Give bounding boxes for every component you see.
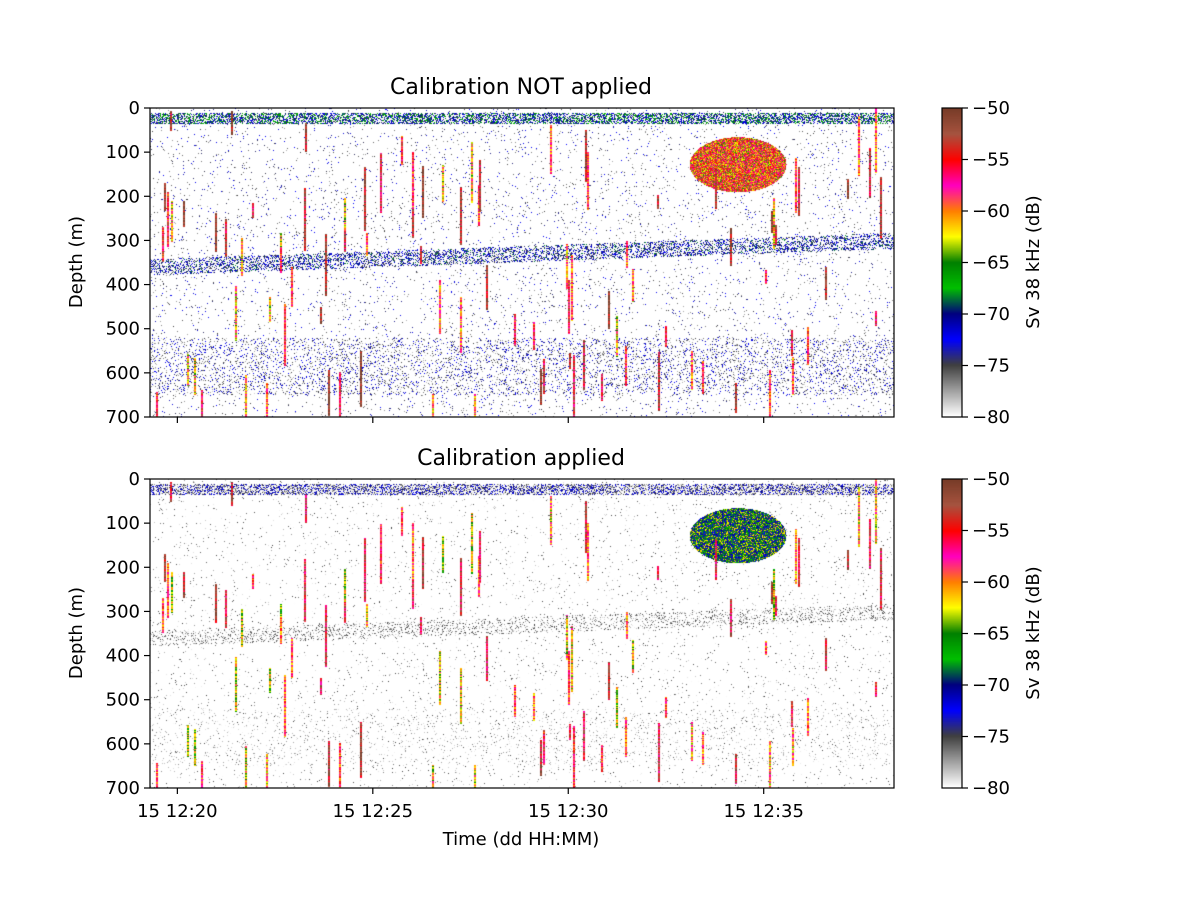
colorbar-tick-label: −80 <box>972 778 1010 799</box>
colorbar-tick-label: −65 <box>972 624 1010 645</box>
y-tick-label: 400 <box>106 275 140 296</box>
y-tick-label: 600 <box>106 363 140 384</box>
x-tick-label: 15 12:35 <box>723 801 804 822</box>
colorbar-top <box>942 108 962 417</box>
y-tick-label: 100 <box>106 142 140 163</box>
y-tick-label: 200 <box>106 186 140 207</box>
colorbar-tick-label: −60 <box>972 201 1010 222</box>
x-tick-label: 15 12:20 <box>137 801 218 822</box>
colorbar-ticks-top: −50 −55 −60 −65 −70 −75 −80 <box>962 98 1010 428</box>
colorbar-tick-label: −55 <box>972 150 1010 171</box>
y-tick-label: 500 <box>106 690 140 711</box>
y-tick-label: 200 <box>106 557 140 578</box>
y-tick-label: 400 <box>106 646 140 667</box>
colorbar-ticks-bottom: −50 −55 −60 −65 −70 −75 −80 <box>962 469 1010 799</box>
x-axis-bottom: 15 12:20 15 12:25 15 12:30 15 12:35 <box>137 788 804 822</box>
colorbar-tick-label: −70 <box>972 304 1010 325</box>
title-bottom: Calibration applied <box>417 446 625 471</box>
echogram-top <box>150 108 894 417</box>
colorbar-tick-label: −55 <box>972 521 1010 542</box>
x-tick-label: 15 12:30 <box>528 801 609 822</box>
y-axis-bottom: 0 100 200 300 400 500 600 700 <box>106 469 150 799</box>
y-tick-label: 700 <box>106 778 140 799</box>
y-tick-label: 0 <box>129 469 140 490</box>
y-tick-label: 600 <box>106 734 140 755</box>
x-axis-top <box>176 417 765 423</box>
y-axis-top: 0 100 200 300 400 500 600 700 <box>106 98 150 428</box>
colorbar-tick-label: −65 <box>972 253 1010 274</box>
y-tick-label: 300 <box>106 601 140 622</box>
colorbar-tick-label: −70 <box>972 675 1010 696</box>
colorbar-label-bottom: Sv 38 kHz (dB) <box>1023 566 1044 699</box>
title-top: Calibration NOT applied <box>390 75 652 100</box>
y-tick-label: 700 <box>106 407 140 428</box>
panel-top: Calibration NOT applied 0 100 200 300 400 500… <box>66 75 1044 428</box>
ylabel-top: Depth (m) <box>66 216 87 308</box>
panel-bottom: Calibration applied 0 100 200 300 400 500 600 7… <box>66 446 1044 850</box>
colorbar-label-top: Sv 38 kHz (dB) <box>1023 195 1044 328</box>
colorbar-tick-label: −80 <box>972 407 1010 428</box>
y-tick-label: 300 <box>106 230 140 251</box>
ylabel-bottom: Depth (m) <box>66 587 87 679</box>
echogram-bottom <box>150 479 894 788</box>
colorbar-tick-label: −75 <box>972 356 1010 377</box>
y-tick-label: 100 <box>106 513 140 534</box>
xlabel-bottom: Time (dd HH:MM) <box>442 829 600 850</box>
colorbar-tick-label: −60 <box>972 572 1010 593</box>
plot-frame-bottom <box>149 478 895 789</box>
plot-frame-top <box>149 107 895 418</box>
colorbar-tick-label: −50 <box>972 98 1010 119</box>
colorbar-bottom <box>942 479 962 788</box>
colorbar-tick-label: −50 <box>972 469 1010 490</box>
y-tick-label: 0 <box>129 98 140 119</box>
y-tick-label: 500 <box>106 319 140 340</box>
colorbar-tick-label: −75 <box>972 727 1010 748</box>
x-tick-label: 15 12:25 <box>333 801 414 822</box>
